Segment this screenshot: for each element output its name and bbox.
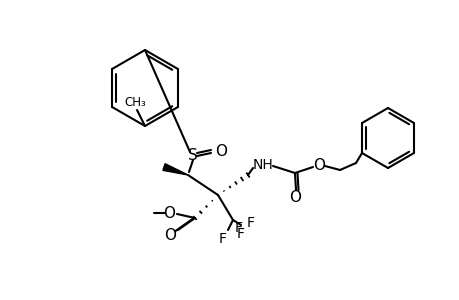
Text: O: O <box>312 158 325 173</box>
Text: F: F <box>246 216 254 230</box>
Text: CH₃: CH₃ <box>124 95 146 109</box>
Text: NH: NH <box>252 158 273 172</box>
Text: F: F <box>235 221 242 235</box>
Text: S: S <box>188 148 197 163</box>
Text: O: O <box>288 190 300 206</box>
Text: F: F <box>236 227 245 241</box>
Text: O: O <box>214 145 226 160</box>
Text: F: F <box>218 232 226 246</box>
Text: O: O <box>162 206 174 220</box>
Polygon shape <box>162 164 188 175</box>
Text: O: O <box>164 229 176 244</box>
